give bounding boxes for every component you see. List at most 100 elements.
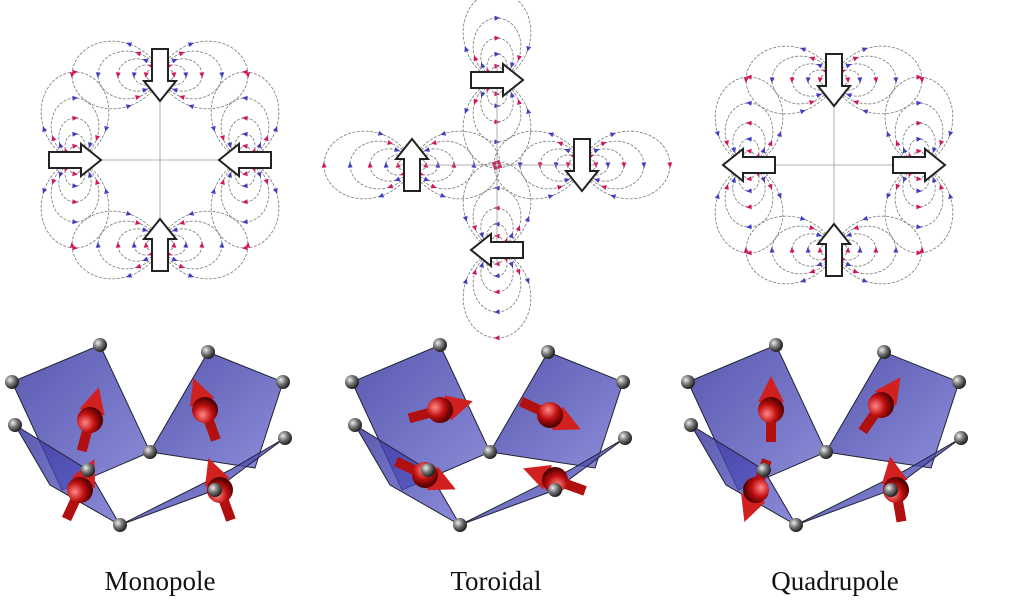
- field-arrowhead: [135, 220, 142, 226]
- block-arrow: [723, 149, 775, 181]
- panel-label: Monopole: [105, 566, 216, 596]
- field-arrowhead: [179, 50, 186, 57]
- field-arrowhead: [857, 247, 862, 253]
- block-arrow: [144, 49, 176, 101]
- page: Monopole Toroidal Quadrupole (() => { co…: [0, 0, 1014, 608]
- atom: [433, 338, 447, 352]
- field-arrowhead: [211, 126, 217, 133]
- field-arrowhead: [916, 204, 922, 209]
- field-arrowhead: [264, 179, 271, 186]
- field-arrowhead: [95, 242, 100, 248]
- field-panel: [40, 40, 279, 279]
- field-arrowhead: [816, 232, 823, 238]
- field-arrowhead: [862, 108, 869, 114]
- atom: [278, 431, 292, 445]
- field-arrowhead: [494, 273, 500, 278]
- field-arrowhead: [367, 162, 372, 168]
- field-arrowhead: [472, 54, 479, 61]
- field-arrowhead: [115, 242, 120, 248]
- field-arrowhead: [852, 225, 859, 231]
- field-arrowhead: [516, 224, 523, 231]
- field-line: [895, 165, 943, 227]
- field-arrowhead: [601, 140, 608, 147]
- field-arrowhead: [72, 131, 78, 136]
- field-arrowhead: [845, 247, 850, 253]
- field-arrowhead: [242, 131, 248, 136]
- field-arrowhead: [893, 77, 898, 83]
- drawing: [5, 0, 968, 532]
- panel-label: Toroidal: [450, 566, 541, 596]
- field-arrowhead: [125, 273, 132, 280]
- atom: [8, 418, 22, 432]
- field-arrowhead: [242, 199, 248, 204]
- atom: [208, 483, 222, 497]
- field-arrowhead: [743, 247, 748, 253]
- field-arrowhead: [800, 216, 807, 222]
- field-arrowhead: [72, 115, 78, 120]
- field-arrowhead: [94, 178, 100, 185]
- field-arrowhead: [525, 278, 532, 285]
- field-arrowhead: [556, 140, 563, 147]
- field-arrowhead: [916, 120, 922, 125]
- field-arrowhead: [557, 184, 564, 190]
- field-arrowhead: [916, 136, 922, 141]
- field-arrowhead: [178, 94, 185, 100]
- field-arrowhead: [143, 242, 148, 248]
- field-line: [834, 56, 896, 104]
- field-arrowhead: [894, 139, 901, 146]
- field-arrowhead: [593, 177, 600, 183]
- atom: [684, 418, 698, 432]
- field-arrowhead: [916, 224, 922, 229]
- atom: [5, 375, 19, 389]
- field-arrowhead: [378, 131, 385, 137]
- field-arrowhead: [853, 55, 860, 62]
- field-arrowhead: [894, 184, 901, 191]
- field-panel: [321, 0, 672, 341]
- field-arrowhead: [845, 92, 852, 98]
- field-arrowhead: [135, 94, 142, 100]
- atom: [345, 375, 359, 389]
- field-arrowhead: [862, 45, 869, 52]
- atom: [618, 431, 632, 445]
- field-arrowhead: [72, 171, 78, 176]
- field-arrowhead: [862, 216, 869, 222]
- field-arrowhead: [242, 95, 248, 100]
- field-arrowhead: [805, 77, 810, 83]
- atom: [789, 518, 803, 532]
- field-arrowhead: [220, 135, 226, 142]
- field-arrowhead: [479, 261, 485, 268]
- field-arrowhead: [600, 184, 607, 190]
- field-arrowhead: [69, 242, 74, 248]
- field-arrowhead: [525, 46, 531, 53]
- field-arrowhead: [884, 130, 891, 137]
- field-arrowhead: [931, 147, 937, 154]
- field-arrowhead: [242, 115, 248, 120]
- field-arrowhead: [809, 225, 816, 231]
- field-arrowhead: [857, 77, 862, 83]
- field-arrowhead: [746, 148, 752, 153]
- atom: [819, 445, 833, 459]
- field-arrowhead: [845, 232, 852, 238]
- field-arrowhead: [87, 171, 93, 178]
- field-arrowhead: [494, 35, 500, 40]
- atom: [884, 483, 898, 497]
- field-arrowhead: [115, 72, 120, 78]
- field-arrowhead: [273, 125, 280, 132]
- field-arrowhead: [219, 242, 224, 248]
- field-arrowhead: [768, 184, 775, 191]
- field-line: [772, 56, 834, 104]
- field-arrowhead: [211, 188, 217, 195]
- field-arrowhead: [525, 108, 531, 115]
- field-arrowhead: [494, 309, 500, 314]
- field-arrowhead: [516, 269, 523, 276]
- field-arrowhead: [95, 72, 100, 78]
- field-arrowhead: [69, 72, 74, 78]
- field-arrowhead: [431, 184, 438, 191]
- field-arrowhead: [938, 183, 944, 190]
- field-arrowhead: [800, 108, 807, 114]
- field-arrowhead: [143, 72, 148, 78]
- field-arrowhead: [72, 219, 78, 224]
- field-arrowhead: [509, 62, 515, 69]
- field-arrowhead: [873, 247, 878, 253]
- field-arrowhead: [347, 162, 352, 168]
